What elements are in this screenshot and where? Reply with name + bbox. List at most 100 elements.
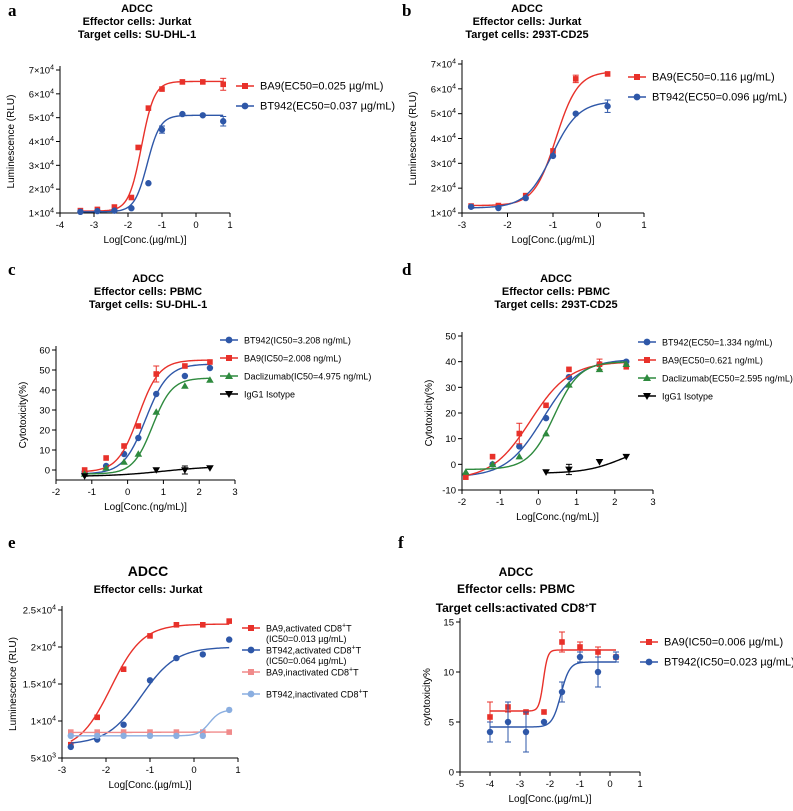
data-point <box>153 390 160 398</box>
data-point <box>134 450 143 457</box>
y-tick-label: 4×104 <box>431 133 456 145</box>
data-point <box>152 408 161 415</box>
fit-curve <box>84 466 210 477</box>
data-point <box>594 668 602 676</box>
x-tick-label: 3 <box>232 487 237 498</box>
series-4 <box>67 706 233 739</box>
data-point <box>145 105 152 111</box>
x-tick-label: -2 <box>546 779 554 790</box>
x-tick-label: 0 <box>125 487 130 498</box>
chart-title: ADCC <box>132 273 164 285</box>
legend-label: BT942(IC50=3.208 ng/mL) <box>244 336 351 346</box>
fit-curve <box>80 80 224 212</box>
legend-entry: BA9(EC50=0.621 ng/mL) <box>638 356 763 366</box>
fit-curve <box>471 71 608 207</box>
y-axis-label: Luminescence (RLU) <box>408 92 419 186</box>
x-tick-label: -1 <box>158 220 166 231</box>
data-point <box>542 414 550 422</box>
legend-entry: BT942(EC50=0.037 µg/mL) <box>236 101 395 113</box>
x-tick-label: 1 <box>574 497 579 508</box>
legend-marker <box>225 391 233 398</box>
legend-marker <box>241 102 249 110</box>
y-tick-label: 2×104 <box>431 183 456 195</box>
legend-marker <box>643 338 651 346</box>
legend-entry: BT942(IC50=0.023 µg/mL) <box>640 657 793 669</box>
chart-subtitle: Target cells: 293T-CD25 <box>465 29 588 41</box>
x-axis-label: Log[Conc.(ng/mL)] <box>516 512 599 523</box>
legend-marker <box>633 93 641 101</box>
y-tick-label: 30 <box>39 406 50 417</box>
data-point <box>206 364 214 372</box>
legend-label: BA9(EC50=0.116 µg/mL) <box>652 72 775 84</box>
chart-subtitle: Effector cells: PBMC <box>457 582 575 596</box>
x-tick-label: 3 <box>650 497 655 508</box>
legend-entry: Daclizumab(EC50=2.595 ng/mL) <box>638 374 793 384</box>
data-point <box>604 103 611 110</box>
data-point <box>200 729 206 735</box>
data-point <box>103 455 109 461</box>
legend-label: BT942,activated CD8+T <box>266 645 362 656</box>
data-point <box>200 79 206 85</box>
legend-label-line2: (IC50=0.013 µg/mL) <box>266 634 346 644</box>
legend-marker <box>634 74 640 80</box>
chart-subtitle: Target cells: SU-DHL-1 <box>89 299 207 311</box>
data-point <box>146 732 154 739</box>
data-point <box>179 79 186 85</box>
legend-label: BT942,inactivated CD8+T <box>266 689 369 700</box>
y-tick-label: 5×103 <box>31 753 56 765</box>
legend-label: BA9,inactivated CD8+T <box>266 667 359 678</box>
y-tick-label: 20 <box>445 409 456 420</box>
data-point <box>94 714 100 721</box>
legend-marker <box>643 374 651 381</box>
series-2 <box>467 99 611 212</box>
data-point <box>206 376 214 383</box>
data-point <box>181 372 189 380</box>
x-tick-label: 1 <box>161 487 166 498</box>
data-point <box>159 86 165 92</box>
y-tick-label: 1.5×104 <box>23 679 56 691</box>
data-point <box>135 423 142 429</box>
legend-label: BA9(IC50=2.008 ng/mL) <box>244 354 341 364</box>
data-point <box>94 207 101 215</box>
data-point <box>576 653 584 661</box>
data-point <box>558 688 566 696</box>
y-tick-label: 4×104 <box>29 136 54 148</box>
data-point <box>486 728 494 736</box>
data-point <box>516 443 523 450</box>
x-tick-label: -3 <box>58 765 66 776</box>
fit-curve <box>490 649 616 712</box>
x-tick-label: 1 <box>227 220 232 231</box>
data-point <box>158 126 166 133</box>
y-tick-label: 5×104 <box>431 108 456 120</box>
data-point <box>145 180 152 187</box>
y-tick-label: 30 <box>445 383 456 394</box>
y-tick-label: 50 <box>445 332 456 343</box>
series-3 <box>462 360 631 475</box>
y-tick-label: 2×104 <box>29 184 54 196</box>
data-point <box>111 207 118 214</box>
legend-entry: IgG1 Isotype <box>220 390 295 400</box>
x-axis-label: Log[Conc.(µg/mL)] <box>508 794 591 805</box>
data-point <box>572 76 579 82</box>
panel-f: f ADCC Effector cells: PBMC Target cells:ac… <box>398 533 793 805</box>
y-axis-label: Luminescence (RLU) <box>8 637 19 731</box>
x-tick-label: 0 <box>596 220 601 231</box>
y-tick-label: 0 <box>45 466 50 477</box>
x-tick-label: 0 <box>536 497 541 508</box>
legend-entry: IgG1 Isotype <box>638 392 713 402</box>
y-tick-label: 0 <box>449 768 454 779</box>
y-tick-label: 20 <box>39 426 50 437</box>
legend-label: IgG1 Isotype <box>244 390 295 400</box>
data-point <box>135 144 141 151</box>
data-point <box>522 194 529 202</box>
y-tick-label: 50 <box>39 366 50 377</box>
chart-subtitle: Target cells: 293T-CD25 <box>494 299 617 311</box>
data-point <box>152 467 161 474</box>
panel-e: e ADCC Effector cells: Jurkat -3 -2 -1 0 1 5×103… <box>8 533 369 791</box>
data-point <box>542 429 550 437</box>
legend-marker <box>645 658 653 666</box>
data-point <box>220 118 227 125</box>
data-point <box>226 706 233 714</box>
